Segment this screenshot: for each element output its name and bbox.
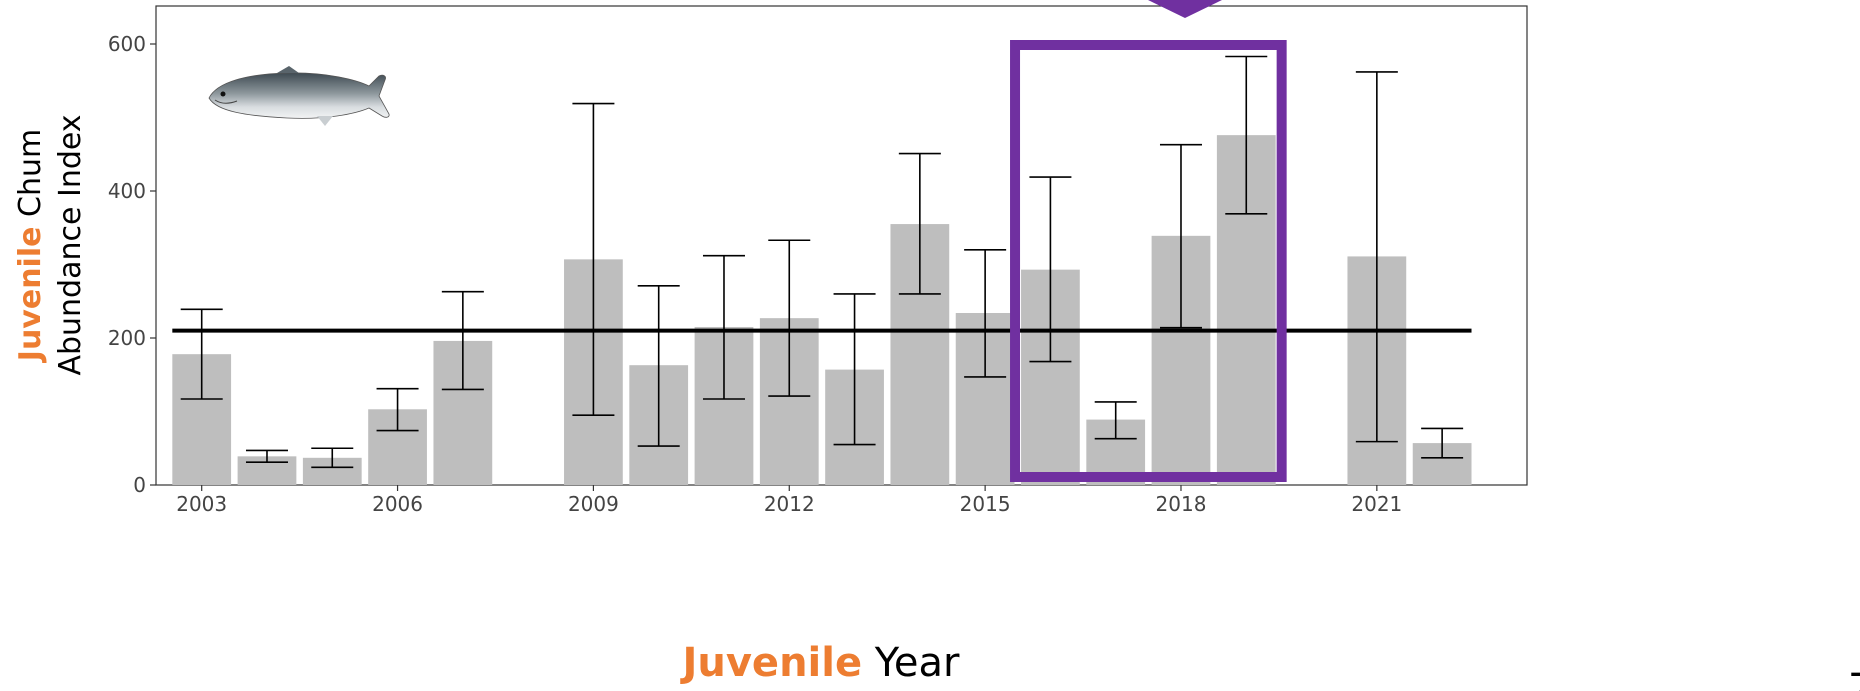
- error-bar-2013: [833, 293, 876, 446]
- error-bar-2014: [898, 152, 941, 295]
- y-axis-title-line1: Juvenile Chum: [13, 129, 48, 363]
- error-bar-2003: [180, 308, 223, 400]
- y-tick-label: 0: [133, 473, 146, 497]
- salmon-fish-icon: [208, 66, 390, 126]
- error-bar-2004: [245, 449, 288, 464]
- x-tick-label: 2009: [568, 492, 619, 516]
- page-number: 7: [1848, 666, 1860, 691]
- error-bar-2021: [1355, 71, 1398, 443]
- x-axis: 2003 2006 2009 2012 2015 2018 2021: [176, 485, 1402, 516]
- error-bar-2018: [1159, 143, 1202, 329]
- error-bar-2015: [964, 249, 1007, 378]
- error-bar-2009: [572, 102, 615, 416]
- bar-series: [172, 135, 1472, 485]
- error-bar-2012: [768, 239, 811, 397]
- error-bar-2007: [441, 290, 484, 391]
- y-tick-label: 600: [108, 32, 146, 56]
- error-bar-2011: [702, 254, 745, 400]
- error-bar-2005: [311, 447, 354, 469]
- error-bar-2017: [1094, 401, 1137, 440]
- y-tick-label: 200: [108, 326, 146, 350]
- y-tick-label: 400: [108, 179, 146, 203]
- error-bar-2006: [376, 387, 419, 432]
- x-axis-title: Juvenile Year: [680, 640, 961, 686]
- y-axis: 0 200 400 600: [108, 32, 156, 497]
- x-tick-label: 2015: [960, 492, 1011, 516]
- error-bar-2010: [637, 285, 680, 447]
- y-axis-title-line2: Abundance Index: [53, 114, 88, 375]
- highlight-box: [1010, 40, 1287, 482]
- x-tick-label: 2006: [372, 492, 423, 516]
- x-tick-label: 2021: [1351, 492, 1402, 516]
- error-bar-2022: [1421, 427, 1464, 459]
- x-tick-label: 2003: [176, 492, 227, 516]
- arrow-pointer-icon: [1148, 0, 1222, 18]
- x-tick-label: 2012: [764, 492, 815, 516]
- error-bar-2019: [1225, 55, 1268, 215]
- x-tick-label: 2018: [1156, 492, 1207, 516]
